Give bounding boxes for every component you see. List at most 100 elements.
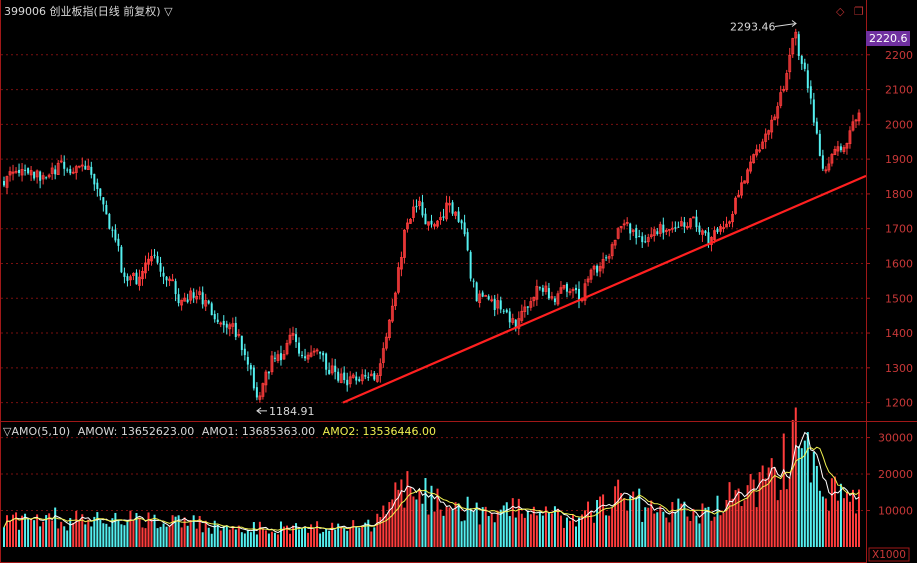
candle-body	[11, 171, 15, 174]
volume-bar	[252, 522, 255, 547]
volume-bar	[192, 515, 195, 547]
candle-body	[725, 223, 728, 228]
candle-body	[791, 38, 795, 55]
candle-body	[767, 130, 771, 135]
volume-bar	[665, 517, 668, 547]
symbol-name: 创业板指(日线 前复权)	[49, 5, 161, 18]
volume-bar	[9, 521, 12, 547]
candle-body	[821, 155, 824, 169]
candle-body	[685, 226, 689, 229]
amo2-value: AMO2: 13536446.00	[322, 425, 437, 438]
unit-label-text: X1000	[872, 549, 906, 561]
candle-body	[656, 231, 659, 235]
diamond-icon[interactable]: ◇	[836, 5, 845, 18]
volume-bar	[647, 507, 650, 547]
volume-bar	[839, 483, 842, 547]
volume-bar	[779, 489, 782, 547]
candle-body	[147, 258, 150, 265]
candle-body	[692, 216, 695, 219]
candle-body	[782, 89, 786, 92]
candle-body	[162, 272, 165, 277]
indicator-header[interactable]: ▽AMO(5,10) AMOW: 13652623.00 AMO1: 13685…	[3, 425, 440, 438]
candle-body	[728, 221, 731, 224]
candle-body	[261, 383, 265, 397]
volume-bar	[644, 507, 647, 547]
volume-bar	[571, 514, 574, 547]
candle-body	[677, 226, 680, 228]
volume-bar	[553, 506, 556, 547]
candle-body	[451, 202, 454, 214]
candle-body	[126, 276, 129, 281]
candle-body	[328, 369, 331, 374]
price-annotations: 2293.46 1184.91	[256, 20, 797, 418]
candle-body	[35, 170, 39, 178]
volume-bar	[614, 486, 617, 547]
volume-bar	[276, 534, 279, 547]
candle-body	[195, 295, 199, 300]
candle-body	[180, 299, 184, 306]
candle-body	[330, 365, 334, 374]
amow-value: AMOW: 13652623.00	[77, 425, 195, 438]
candle-body	[393, 292, 397, 307]
candle-body	[562, 284, 566, 289]
candle-body	[776, 106, 780, 119]
candle-body	[319, 352, 322, 354]
volume-bar	[668, 522, 671, 547]
indicator-menu-icon[interactable]: ▽	[3, 425, 12, 438]
restore-icon[interactable]: ❐	[854, 5, 864, 18]
volume-bar	[758, 472, 761, 547]
volume-bar	[379, 516, 382, 547]
candle-body	[364, 375, 367, 377]
volume-bar	[755, 507, 758, 547]
volume-bar	[502, 505, 505, 547]
candle-body	[535, 285, 539, 300]
candle-body	[171, 279, 174, 282]
candle-body	[638, 235, 641, 237]
price-tick-label: 1600	[885, 257, 913, 270]
volume-bar	[785, 489, 788, 547]
volume-bar	[710, 520, 713, 547]
candle-body	[469, 252, 472, 279]
candle-body	[219, 322, 223, 325]
volume-bar	[367, 519, 370, 547]
volume-bar	[228, 529, 231, 547]
volume-bar	[337, 523, 340, 547]
volume-bar	[237, 525, 240, 547]
candle-body	[583, 283, 587, 301]
candle-body	[707, 232, 710, 245]
chart-title[interactable]: 399006 创业板指(日线 前复权) ▽	[4, 5, 173, 18]
price-tick-label: 1300	[885, 362, 913, 375]
candle-body	[132, 273, 135, 276]
volume-bar	[388, 502, 391, 547]
volume-bar	[493, 522, 496, 547]
title-menu-icon[interactable]: ▽	[164, 5, 173, 18]
volume-bar	[418, 489, 421, 547]
volume-bar	[159, 526, 162, 547]
candle-body	[607, 256, 611, 259]
candle-body	[667, 228, 671, 231]
volume-bar	[123, 525, 126, 547]
candle-body	[168, 278, 171, 281]
volume-bar	[400, 479, 403, 547]
volume-bar	[448, 507, 451, 547]
volume-bar	[156, 528, 159, 547]
volume-bar	[30, 519, 33, 547]
volume-bar	[54, 507, 57, 547]
candle-body	[433, 224, 436, 227]
volume-bar	[394, 482, 397, 547]
candle-body	[390, 305, 394, 322]
candle-body	[210, 303, 213, 316]
candle-body	[719, 226, 722, 232]
candle-body	[499, 300, 502, 310]
volume-bar	[632, 491, 635, 547]
volume-bar	[794, 407, 797, 547]
volume-bar	[186, 525, 189, 547]
candle-body	[454, 211, 457, 216]
candle-body	[854, 119, 858, 122]
volume-bar	[773, 467, 776, 547]
volume-bar	[168, 526, 171, 547]
volume-bar	[538, 512, 541, 547]
volume-bar	[24, 513, 27, 547]
candle-body	[463, 222, 466, 235]
candle-body	[240, 335, 243, 350]
